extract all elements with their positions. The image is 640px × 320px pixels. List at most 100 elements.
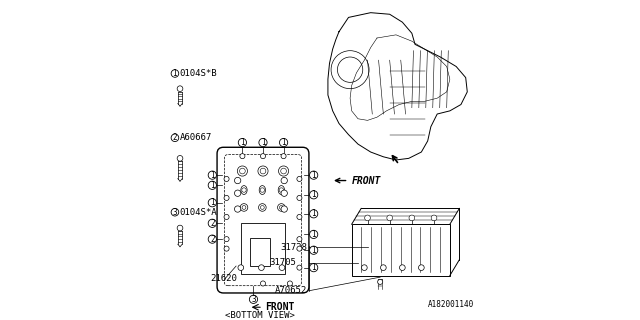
Circle shape	[260, 188, 264, 192]
Circle shape	[419, 265, 424, 270]
Circle shape	[238, 139, 246, 147]
Text: 1: 1	[210, 171, 214, 180]
Circle shape	[260, 205, 264, 209]
Circle shape	[259, 265, 264, 270]
Text: A182001140: A182001140	[428, 300, 474, 309]
Text: 1: 1	[311, 190, 316, 199]
Circle shape	[224, 236, 229, 242]
Circle shape	[310, 264, 318, 272]
Text: 2: 2	[173, 133, 177, 142]
Text: 1: 1	[210, 198, 214, 207]
Text: 0104S*A: 0104S*A	[180, 208, 218, 217]
Circle shape	[234, 190, 241, 196]
Circle shape	[259, 204, 266, 211]
Circle shape	[208, 219, 216, 228]
Text: A60667: A60667	[180, 133, 212, 142]
Circle shape	[310, 230, 318, 238]
Circle shape	[177, 225, 183, 231]
Text: 1: 1	[210, 181, 214, 190]
Circle shape	[224, 246, 229, 251]
Circle shape	[242, 188, 246, 192]
Circle shape	[250, 295, 258, 303]
Circle shape	[365, 215, 371, 221]
Circle shape	[278, 166, 289, 176]
Circle shape	[242, 205, 246, 209]
Circle shape	[310, 171, 318, 179]
Circle shape	[280, 139, 288, 147]
Text: FRONT: FRONT	[266, 302, 295, 312]
Text: 2: 2	[210, 219, 214, 228]
Circle shape	[381, 265, 386, 270]
Text: 1: 1	[311, 209, 316, 218]
Circle shape	[208, 171, 216, 179]
Circle shape	[208, 235, 216, 243]
Circle shape	[260, 281, 266, 286]
Circle shape	[171, 134, 179, 141]
Circle shape	[297, 214, 302, 220]
Circle shape	[234, 206, 241, 212]
Circle shape	[224, 214, 229, 220]
Circle shape	[281, 168, 287, 174]
Circle shape	[362, 265, 367, 270]
Circle shape	[208, 181, 216, 189]
Text: A70652: A70652	[275, 286, 307, 295]
Circle shape	[177, 156, 183, 161]
Text: 1: 1	[173, 69, 177, 78]
Circle shape	[208, 199, 216, 207]
Text: 1: 1	[281, 138, 286, 147]
Circle shape	[281, 154, 286, 159]
Circle shape	[177, 86, 183, 92]
Text: 1: 1	[311, 171, 316, 180]
Circle shape	[239, 168, 245, 174]
Circle shape	[171, 208, 179, 216]
Circle shape	[171, 70, 179, 77]
Circle shape	[240, 204, 248, 211]
Circle shape	[224, 176, 229, 181]
Text: 3: 3	[173, 208, 177, 217]
Circle shape	[310, 246, 318, 254]
Text: 1: 1	[311, 246, 316, 255]
Text: 1: 1	[260, 138, 266, 147]
Circle shape	[297, 196, 302, 201]
Circle shape	[259, 139, 267, 147]
Circle shape	[237, 166, 248, 176]
Circle shape	[409, 215, 415, 221]
Text: 2: 2	[210, 235, 214, 244]
Text: 1: 1	[240, 138, 244, 147]
Circle shape	[399, 265, 405, 270]
Text: 3: 3	[251, 295, 256, 304]
Circle shape	[280, 205, 284, 209]
Text: FRONT: FRONT	[351, 176, 381, 186]
Circle shape	[224, 196, 229, 201]
Circle shape	[297, 265, 302, 270]
Circle shape	[258, 166, 268, 176]
Circle shape	[279, 188, 284, 192]
Circle shape	[281, 190, 287, 196]
Circle shape	[387, 215, 392, 221]
Circle shape	[238, 265, 244, 270]
Text: <BOTTOM VIEW>: <BOTTOM VIEW>	[225, 311, 295, 320]
Text: 1: 1	[311, 263, 316, 272]
Circle shape	[297, 236, 302, 242]
Circle shape	[431, 215, 437, 221]
Text: 31728: 31728	[280, 243, 307, 252]
Circle shape	[310, 191, 318, 199]
Circle shape	[378, 279, 383, 284]
Text: 21620: 21620	[211, 274, 237, 283]
Text: 0104S*B: 0104S*B	[180, 69, 218, 78]
Text: 31705: 31705	[269, 258, 296, 268]
Circle shape	[297, 246, 302, 251]
Circle shape	[278, 204, 285, 211]
Text: 1: 1	[311, 230, 316, 239]
Circle shape	[287, 281, 292, 286]
Circle shape	[310, 210, 318, 218]
Circle shape	[281, 206, 287, 212]
Circle shape	[260, 154, 266, 159]
Bar	[250, 238, 270, 266]
Circle shape	[234, 177, 241, 184]
Circle shape	[260, 168, 266, 174]
Circle shape	[297, 176, 302, 181]
Circle shape	[281, 177, 287, 184]
Circle shape	[240, 154, 245, 159]
Circle shape	[279, 265, 285, 270]
